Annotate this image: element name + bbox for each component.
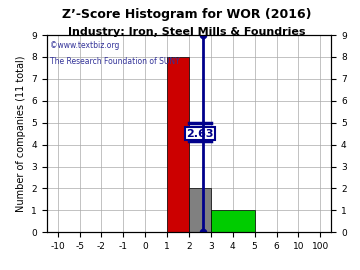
Bar [211, 210, 255, 232]
Text: ©www.textbiz.org: ©www.textbiz.org [50, 41, 119, 50]
Text: Z’-Score Histogram for WOR (2016): Z’-Score Histogram for WOR (2016) [62, 8, 312, 21]
Text: Industry: Iron, Steel Mills & Foundries: Industry: Iron, Steel Mills & Foundries [68, 27, 306, 37]
Bar [167, 57, 189, 232]
Bar [189, 188, 211, 232]
Y-axis label: Number of companies (11 total): Number of companies (11 total) [16, 55, 26, 212]
Text: The Research Foundation of SUNY: The Research Foundation of SUNY [50, 57, 179, 66]
Text: 2.63: 2.63 [186, 129, 214, 139]
